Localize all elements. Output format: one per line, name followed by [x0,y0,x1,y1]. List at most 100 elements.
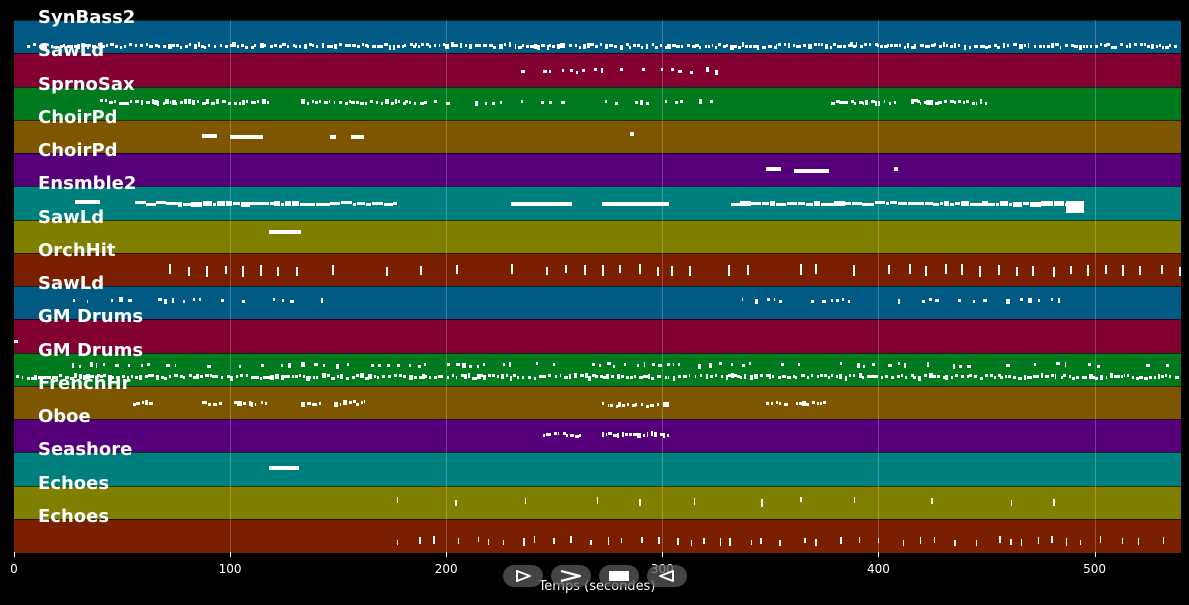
note [590,539,592,546]
track-2 [14,86,1181,121]
note [878,100,881,106]
note [175,102,177,106]
note [38,45,42,49]
note [1071,376,1075,380]
note [711,44,714,48]
note [754,374,759,380]
note [811,400,815,404]
note [89,44,92,48]
track-label: Oboe [38,406,91,427]
note [274,201,281,207]
note [853,102,856,106]
note [162,101,165,105]
note [260,376,262,380]
note [514,44,517,50]
note [796,44,800,48]
note [552,44,555,48]
track-label: FrenchHr [38,372,131,394]
note [284,200,292,206]
note [307,102,310,106]
note [619,67,624,71]
note [266,100,270,104]
note [952,363,956,369]
note [604,43,609,49]
piano-roll-area[interactable] [14,20,1181,553]
note [275,373,280,379]
note [464,44,468,48]
note [315,44,318,48]
note [1052,266,1055,277]
note [309,375,312,379]
note [184,45,188,49]
note [1126,374,1129,378]
note [880,375,883,379]
note [557,44,561,50]
track-label: SynBass2 [38,7,136,28]
note [424,375,428,379]
rewind-button[interactable] [647,565,687,587]
note [54,45,57,49]
note [1105,375,1108,379]
note [580,374,584,378]
track-label: Echoes [38,505,110,527]
note [1002,43,1006,49]
note [316,376,318,380]
note [428,45,431,49]
note [629,376,634,380]
note [370,100,374,104]
note [664,375,668,379]
note [1047,44,1050,48]
note [966,374,969,378]
note [784,403,789,407]
transport-controls [503,565,687,587]
forward-button[interactable] [551,565,591,587]
note [365,101,368,105]
grid-line [1094,20,1096,552]
note [154,100,158,106]
note [1103,43,1108,47]
note [699,98,703,104]
note [1015,266,1018,277]
note [1007,43,1010,47]
note [657,375,661,379]
note [172,99,177,105]
note [324,100,328,104]
track-4 [14,153,1181,187]
note [796,401,799,405]
note [679,99,684,103]
note [348,99,352,103]
note [565,265,568,274]
note [351,101,355,105]
note [1060,376,1064,380]
note [314,402,317,406]
note [613,433,617,437]
note [404,44,407,48]
note [511,264,514,274]
note [298,45,301,49]
note [123,44,126,48]
note [312,403,316,407]
note [386,364,391,368]
note [646,101,649,105]
note [111,299,113,303]
note [385,99,389,105]
stop-button[interactable] [599,565,639,587]
note [467,372,470,378]
note [161,376,164,380]
note [207,402,212,406]
note [557,432,560,436]
note [441,374,444,378]
note [370,364,374,368]
note [447,362,451,366]
note [1031,265,1034,276]
play-button[interactable] [503,565,543,587]
note [554,375,558,379]
note [125,101,129,105]
note [338,43,343,47]
note [816,374,820,378]
note [1097,364,1101,368]
note [840,45,842,49]
note [451,374,455,378]
note [155,43,159,47]
note [417,364,421,368]
